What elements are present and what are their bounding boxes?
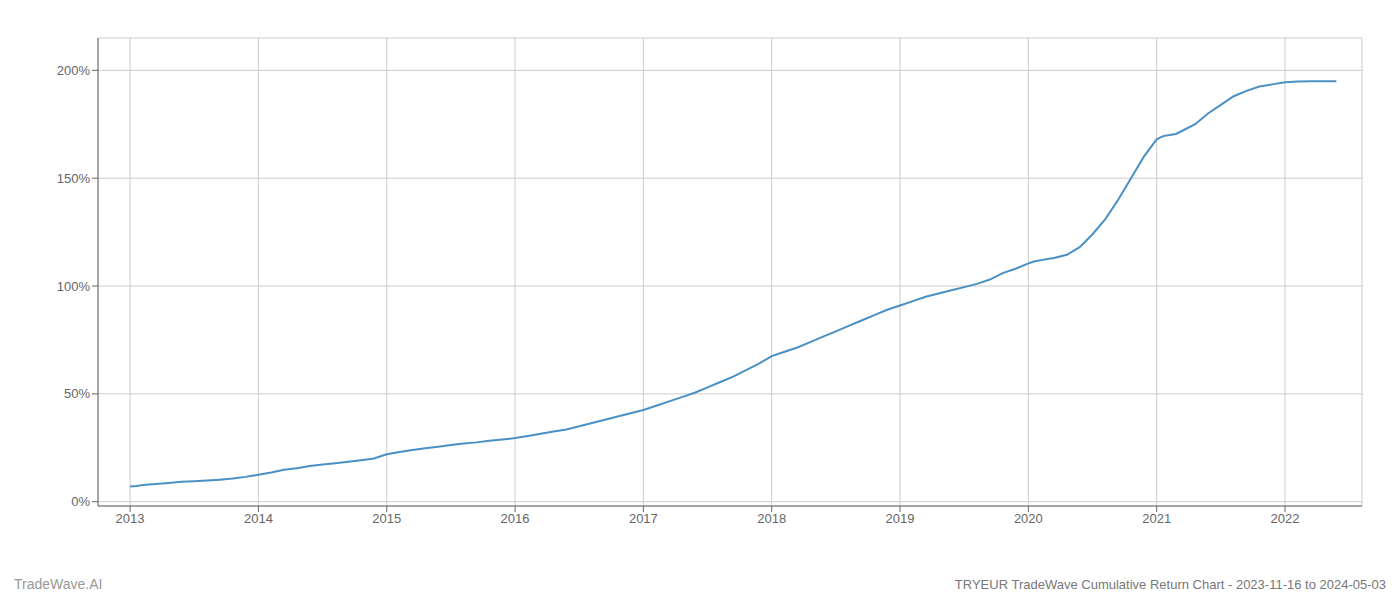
svg-text:2019: 2019 <box>886 511 915 526</box>
svg-text:150%: 150% <box>57 171 91 186</box>
svg-text:0%: 0% <box>71 494 90 509</box>
svg-text:2014: 2014 <box>244 511 273 526</box>
svg-text:2021: 2021 <box>1142 511 1171 526</box>
svg-text:2015: 2015 <box>372 511 401 526</box>
svg-text:2018: 2018 <box>757 511 786 526</box>
html-text:TRYEUR TradeWave Cumulative Re: TRYEUR TradeWave Cumulative Return Chart… <box>954 577 1386 592</box>
svg-text:2013: 2013 <box>116 511 145 526</box>
svg-text:2022: 2022 <box>1271 511 1300 526</box>
html-text:TradeWave.AI: TradeWave.AI <box>14 576 103 592</box>
svg-text:50%: 50% <box>64 386 90 401</box>
svg-text:200%: 200% <box>57 63 91 78</box>
svg-text:2017: 2017 <box>629 511 658 526</box>
svg-text:2016: 2016 <box>501 511 530 526</box>
svg-text:100%: 100% <box>57 279 91 294</box>
svg-text:2020: 2020 <box>1014 511 1043 526</box>
